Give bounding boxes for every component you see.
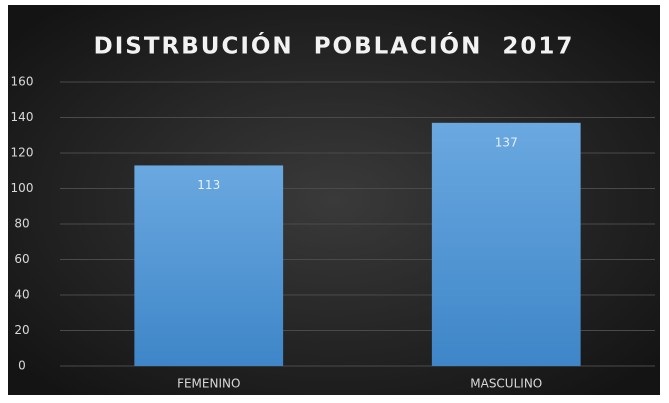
data-label: 113 <box>197 178 220 192</box>
y-tick-label: 0 <box>18 359 26 373</box>
y-tick-label: 100 <box>11 181 34 195</box>
bar <box>134 165 284 366</box>
y-tick-label: 160 <box>11 75 34 89</box>
x-tick-label: MASCULINO <box>470 377 542 391</box>
chart-title: DISTRBUCIÓN POBLACIÓN 2017 <box>94 32 575 60</box>
y-tick-label: 40 <box>14 288 29 302</box>
bar <box>431 122 581 366</box>
y-tick-label: 20 <box>14 323 29 337</box>
y-tick-label: 140 <box>11 110 34 124</box>
data-label: 137 <box>495 135 518 149</box>
x-tick-label: FEMENINO <box>177 377 240 391</box>
y-tick-label: 120 <box>11 146 34 160</box>
y-tick-label: 80 <box>14 217 29 231</box>
y-tick-label: 60 <box>14 252 29 266</box>
